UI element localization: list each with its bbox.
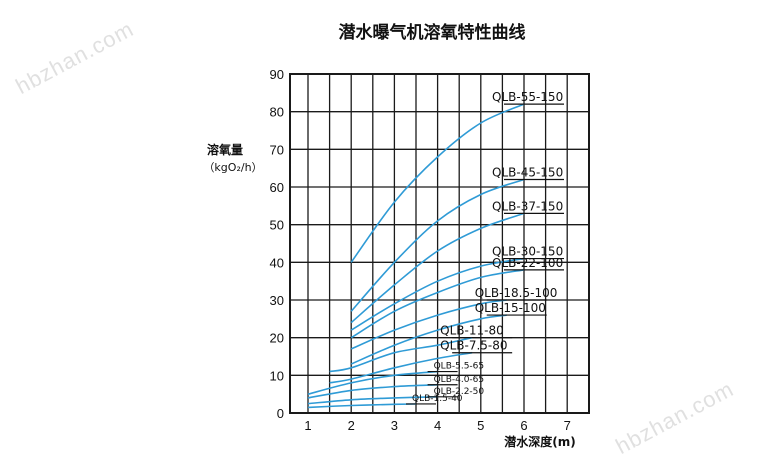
x-axis-label: 潜水深度(m) — [504, 434, 575, 449]
series-line — [350, 212, 525, 324]
y-tick-label: 40 — [270, 255, 284, 270]
series-label: QLB-22-100 — [492, 256, 563, 270]
x-tick-label: 6 — [520, 418, 527, 433]
series-label: QLB-15-100 — [475, 301, 546, 315]
plot-frame — [289, 73, 590, 414]
series-label: QLB-5.5-65 — [434, 362, 485, 372]
x-tick-label: 3 — [391, 418, 398, 433]
series-line — [350, 269, 525, 339]
series-label: QLB-45-150 — [492, 165, 563, 179]
series-line — [329, 336, 473, 373]
y-tick-label: 90 — [270, 67, 284, 82]
x-tick-label: 2 — [348, 418, 355, 433]
chart-title: 潜水曝气机溶氧特性曲线 — [339, 22, 526, 43]
series-line — [329, 351, 473, 384]
series-line — [350, 299, 507, 350]
y-tick-label: 70 — [270, 142, 284, 157]
series-label: QLB-11-80 — [440, 324, 504, 338]
series-label: QLB-4.0-65 — [434, 375, 485, 385]
y-tick-label: 20 — [270, 331, 284, 346]
series-line — [350, 178, 525, 312]
y-tick-label: 50 — [270, 218, 284, 233]
y-tick-label: 0 — [277, 406, 284, 421]
series-label: QLB-1.5-40 — [412, 394, 463, 404]
y-tick-label: 80 — [270, 105, 284, 120]
series-label: QLB-55-150 — [492, 90, 563, 104]
y-tick-label: 10 — [270, 368, 284, 383]
series-line — [350, 257, 525, 331]
series-line — [307, 396, 438, 405]
series-label: QLB-7.5-80 — [440, 339, 507, 353]
series-line — [307, 384, 438, 399]
series-line — [307, 370, 438, 395]
series-label: QLB-18.5-100 — [475, 286, 558, 300]
series-line — [307, 403, 417, 409]
series-label: QLB-37-150 — [492, 199, 563, 213]
x-tick-label: 1 — [304, 418, 311, 433]
x-tick-label: 7 — [564, 418, 571, 433]
series-label: QLB-2.2-50 — [434, 387, 485, 397]
x-tick-label: 5 — [477, 418, 484, 433]
y-tick-label: 60 — [270, 180, 284, 195]
series-line — [350, 314, 507, 365]
series-line — [350, 103, 525, 263]
y-tick-label: 30 — [270, 293, 284, 308]
y-axis-label-line2: （kgO₂/h） — [203, 161, 262, 174]
x-tick-label: 4 — [434, 418, 441, 433]
y-axis-label-line1: 溶氧量 — [207, 142, 243, 157]
series-label: QLB-30-150 — [492, 245, 563, 259]
